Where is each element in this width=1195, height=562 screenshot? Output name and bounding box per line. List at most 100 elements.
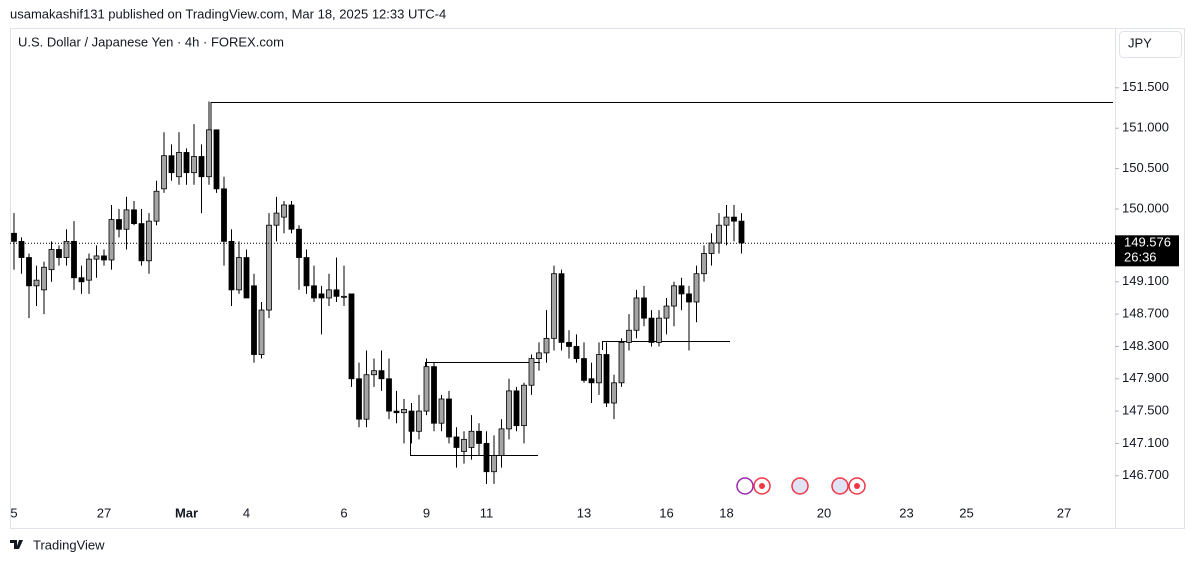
- candle-body: [26, 257, 32, 287]
- candle-body: [723, 216, 730, 226]
- candle-body: [558, 273, 565, 343]
- candle-body: [183, 152, 190, 174]
- support-line: [602, 341, 730, 350]
- candle-body: [153, 190, 160, 222]
- x-tick-label: 4: [243, 505, 250, 520]
- candle-body: [596, 354, 602, 384]
- x-tick-label: 6: [340, 505, 347, 520]
- candle-body: [663, 305, 670, 319]
- candle-body: [236, 257, 242, 291]
- y-tick-label: 147.100: [1122, 435, 1169, 450]
- event-icon: [736, 477, 754, 495]
- candle-body: [423, 366, 430, 412]
- candle-body: [228, 240, 235, 291]
- candle-body: [671, 285, 677, 307]
- candle-body: [573, 346, 580, 359]
- x-tick-label: 25: [959, 505, 973, 520]
- candle-body: [363, 374, 370, 420]
- candle-body: [258, 309, 265, 355]
- y-tick-label: 151.000: [1122, 120, 1169, 135]
- candle-body: [678, 285, 685, 295]
- candle-body: [281, 204, 287, 218]
- y-tick-label: 148.700: [1122, 306, 1169, 321]
- candle-body: [551, 273, 557, 339]
- candle-body: [431, 366, 437, 424]
- candle-body: [588, 378, 595, 384]
- candle-body: [78, 277, 85, 283]
- x-tick-label: 16: [659, 505, 673, 520]
- candle-body: [611, 382, 617, 404]
- x-tick-label: 20: [817, 505, 831, 520]
- candle-body: [633, 297, 640, 331]
- currency-button[interactable]: [1119, 31, 1182, 58]
- candle-body: [513, 390, 520, 427]
- candle-body: [131, 209, 137, 224]
- candle-body: [738, 220, 745, 244]
- x-tick-label: 27: [1057, 505, 1071, 520]
- candle-body: [176, 152, 182, 178]
- candle-body: [56, 249, 62, 258]
- candle-body: [273, 212, 280, 226]
- candle-body: [341, 295, 347, 298]
- candle-body: [123, 209, 130, 230]
- y-tick-label: 150.000: [1122, 200, 1169, 215]
- candle-body: [581, 358, 587, 381]
- candle-body: [11, 232, 17, 242]
- candle-body: [18, 240, 25, 258]
- candle-body: [161, 155, 167, 190]
- candle-body: [303, 257, 310, 287]
- candle-body: [326, 289, 332, 299]
- candle-body: [311, 285, 317, 299]
- candle-body: [648, 317, 655, 343]
- candle-body: [686, 293, 692, 303]
- candle-body: [48, 249, 55, 271]
- candle-body: [401, 409, 407, 414]
- candle-body: [603, 354, 610, 404]
- candle-body: [108, 219, 115, 261]
- x-tick-label: 9: [423, 505, 430, 520]
- candle-body: [371, 370, 377, 376]
- candle-body: [378, 370, 385, 380]
- chart-frame: [10, 28, 1185, 529]
- resistance-line: [210, 102, 1113, 130]
- candle-body: [408, 410, 415, 432]
- candle-body: [566, 341, 572, 347]
- candle-body: [168, 155, 175, 174]
- candle-body: [393, 410, 400, 414]
- y-tick-label: 147.500: [1122, 403, 1169, 418]
- candle-body: [528, 358, 535, 386]
- candle-body: [86, 258, 92, 281]
- event-icon: [791, 477, 809, 495]
- candle-body: [386, 378, 392, 412]
- candle-body: [348, 293, 355, 380]
- candle-body: [288, 204, 295, 230]
- candle-body: [33, 279, 40, 287]
- x-tick-label: 27: [97, 505, 111, 520]
- x-tick-label: Mar: [175, 505, 198, 520]
- candle-body: [213, 129, 220, 190]
- event-icon: [854, 483, 860, 489]
- candle-body: [618, 341, 625, 384]
- candle-body: [251, 285, 257, 355]
- y-tick-label: 148.300: [1122, 338, 1169, 353]
- candle-body: [506, 390, 512, 430]
- brand: TradingView: [33, 537, 105, 552]
- candle-body: [93, 255, 100, 260]
- currency-label[interactable]: JPY: [1128, 35, 1152, 50]
- candle-body: [483, 443, 490, 473]
- candle-body: [693, 273, 700, 303]
- x-tick-label: 13: [577, 505, 591, 520]
- candle-body: [626, 329, 632, 343]
- y-tick-label: 146.700: [1122, 467, 1169, 482]
- x-tick-label: 18: [719, 505, 733, 520]
- candle-body: [708, 242, 715, 254]
- event-icon: [831, 477, 849, 495]
- candle-body: [543, 337, 550, 354]
- candle-body: [116, 219, 122, 230]
- candle-body: [521, 384, 527, 427]
- candle-body: [101, 255, 107, 261]
- candle-body: [191, 156, 197, 174]
- candle-body: [731, 216, 737, 222]
- x-tick-label: 11: [480, 505, 494, 520]
- candle-body: [716, 224, 722, 244]
